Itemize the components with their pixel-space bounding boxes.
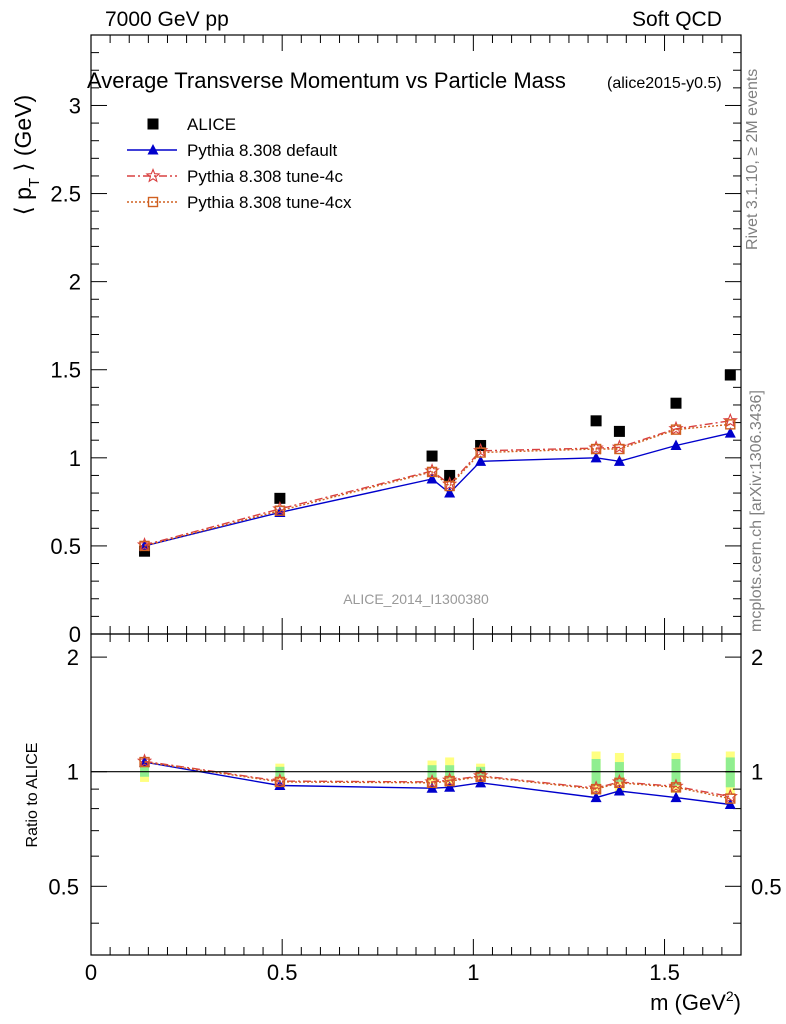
legend-marker-0 (147, 118, 159, 130)
main-series-1-point-8 (724, 427, 736, 438)
main-series-3-point-4 (475, 447, 486, 458)
main-ytick-label-5: 2.5 (50, 182, 81, 207)
header-right: Soft QCD (632, 8, 722, 31)
main-series-line-2 (144, 420, 731, 546)
main-series-line-1 (144, 432, 731, 547)
legend-label-3: Pythia 8.308 tune-4cx (187, 193, 352, 212)
main-ylabel: ⟨ pT ⟩ (GeV) (10, 95, 43, 215)
ratio-xtick-label-2: 1 (467, 960, 479, 985)
ratio-xtick-label-1: 0.5 (267, 960, 298, 985)
main-ytick-label-1: 0.5 (50, 534, 81, 559)
chart-title: Average Transverse Momentum vs Particle … (87, 68, 566, 93)
ratio-ytick-label-left-2: 2 (67, 645, 79, 670)
ratio-ytick-label-right-1: 1 (751, 760, 763, 785)
ratio-ylabel: Ratio to ALICE (24, 743, 41, 848)
main-series-3-point-7 (670, 424, 682, 435)
ratio-series-2-point-8 (725, 793, 736, 804)
main-series-1-point-7 (670, 439, 682, 450)
main-series-3-point-3 (444, 480, 455, 492)
ratio-ytick-label-left-0: 0.5 (48, 874, 79, 899)
ratio-series-line-1 (144, 760, 731, 798)
ratio-series-2-point-3 (444, 775, 455, 787)
ratio-series-2-point-0 (139, 756, 150, 768)
ratio-series-0-point-1 (274, 779, 286, 790)
main-series-2-point-8 (722, 412, 738, 428)
legend-marker-3 (147, 196, 159, 208)
main-series-3-point-8 (725, 419, 736, 430)
header-left: 7000 GeV pp (105, 8, 229, 31)
main-series-0-point-5 (590, 415, 602, 427)
main-series-3-point-5 (590, 443, 602, 455)
ratio-series-2-point-6 (614, 777, 625, 789)
main-series-1-point-2 (426, 472, 438, 484)
main-series-0-point-0 (139, 545, 151, 557)
main-series-line-3 (144, 423, 731, 547)
main-series-0-point-8 (724, 369, 736, 381)
watermark: ALICE_2014_I1300380 (343, 591, 489, 607)
main-series-1-point-6 (613, 455, 625, 466)
main-series-3-point-1 (274, 505, 286, 516)
legend-label-2: Pythia 8.308 tune-4c (187, 167, 343, 186)
ratio-series-0-point-3 (444, 781, 456, 792)
ratio-series-0-point-4 (475, 776, 487, 788)
legend-label-1: Pythia 8.308 default (187, 141, 338, 160)
ratio-series-2-point-7 (670, 782, 682, 793)
ratio-ytick-label-right-2: 2 (751, 645, 763, 670)
ratio-series-2-point-1 (274, 776, 286, 788)
main-ytick-label-6: 3 (69, 93, 81, 118)
main-series-0-point-2 (426, 450, 438, 462)
chart-tag: (alice2015-y0.5) (607, 75, 722, 92)
main-ytick-label-4: 2 (69, 270, 81, 295)
main-series-3-point-6 (614, 443, 625, 455)
ratio-series-2-point-2 (426, 777, 438, 789)
main-series-1-point-4 (475, 455, 487, 466)
main-series-0-point-1 (274, 492, 286, 504)
ratio-xlabel: m (GeV2) (650, 988, 741, 1015)
main-series-0-point-3 (444, 469, 456, 481)
legend-label-0: ALICE (187, 115, 236, 134)
ratio-series-0-point-5 (590, 791, 602, 803)
ratio-series-line-2 (144, 761, 731, 800)
main-series-0-point-6 (613, 425, 625, 437)
main-series-3-point-0 (139, 540, 150, 552)
ratio-series-0-point-6 (613, 784, 625, 796)
ratio-series-0-point-7 (670, 791, 682, 803)
ratio-xtick-label-0: 0 (85, 960, 97, 985)
ratio-xtick-label-3: 1.5 (649, 960, 680, 985)
main-series-1-point-5 (590, 451, 602, 463)
legend-marker-2 (145, 167, 161, 183)
main-series-3-point-2 (426, 466, 438, 478)
main-series-0-point-7 (670, 397, 682, 409)
main-ytick-label-3: 1.5 (50, 358, 81, 383)
legend-marker-1 (147, 144, 159, 155)
ratio-ytick-label-left-1: 1 (67, 760, 79, 785)
ratio-stat-band-8 (725, 757, 735, 788)
ratio-frame (90, 633, 742, 956)
main-series-1-point-3 (444, 487, 456, 498)
main-ytick-label-0: 0 (69, 622, 81, 647)
ratio-series-2-point-5 (590, 783, 602, 795)
ratio-ytick-label-right-0: 0.5 (751, 874, 782, 899)
main-ytick-label-2: 1 (69, 446, 81, 471)
